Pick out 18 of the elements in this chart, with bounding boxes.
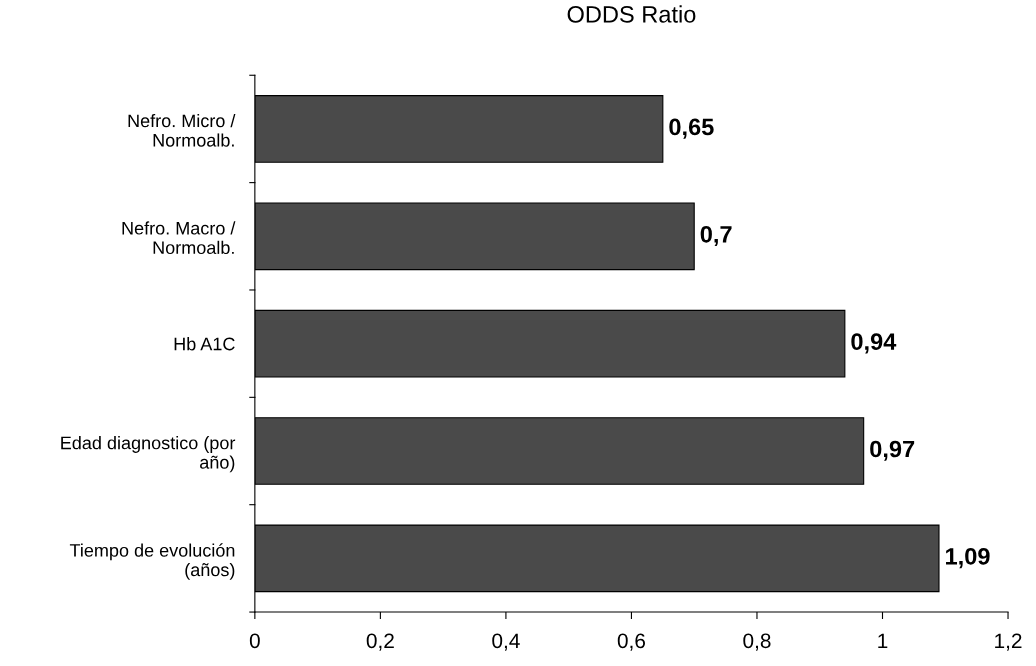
x-tick-label: 1 <box>878 633 888 648</box>
data-label: 1,09 <box>946 547 990 569</box>
x-tick-label: 0,8 <box>743 633 771 651</box>
x-tick-label: 0,6 <box>617 633 646 651</box>
x-tick-label: 0,2 <box>366 633 394 651</box>
y-tick-label: Hb A1C <box>174 337 235 351</box>
y-tick-label: Tiempo de evolución (años) <box>69 543 235 580</box>
x-tick-label: 0,4 <box>492 633 520 651</box>
data-label: 0,7 <box>700 225 732 247</box>
x-tick-label: 1,2 <box>995 633 1022 651</box>
y-tick-label: Nefro. Macro / Normoalb. <box>122 221 236 255</box>
chart-title: ODDS Ratio <box>567 5 696 23</box>
data-label: 0,97 <box>870 440 915 461</box>
y-tick-label: Edad diagnostico (por año) <box>61 436 236 473</box>
y-tick-label: Nefro. Micro / Normoalb. <box>128 113 236 147</box>
data-label: 0,65 <box>669 118 714 139</box>
x-tick-label: 0 <box>249 633 260 649</box>
data-label: 0,94 <box>851 333 897 354</box>
